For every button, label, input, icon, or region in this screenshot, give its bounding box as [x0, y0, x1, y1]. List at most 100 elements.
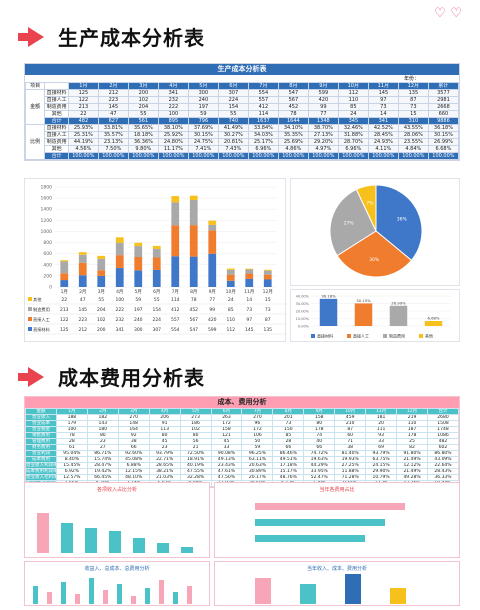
- data-table-value: 110: [226, 317, 235, 323]
- table1-cell: 412: [247, 103, 279, 111]
- table1-cell: 7.50%: [97, 145, 129, 153]
- table1-header-cell: 8月: [277, 82, 309, 90]
- table1-total-cell: 740: [217, 117, 249, 125]
- legend-label: 制造费用: [389, 333, 405, 339]
- table1-total-cell: 100.00%: [277, 152, 309, 160]
- table1-header-cell: 11月: [367, 82, 399, 90]
- table1-cell: 23.13%: [97, 138, 129, 146]
- ratio-bar: [424, 320, 443, 326]
- table1-header-cell: 7月: [247, 82, 279, 90]
- revenue-bar: [103, 590, 108, 604]
- data-table-value: 122: [60, 317, 69, 323]
- table1-cell: 599: [307, 89, 339, 97]
- table1-total-row: 合计 482 627 561 895 796 740 1637 1644 1348 345 341 31…: [26, 117, 460, 125]
- arrow-icon: [28, 366, 44, 387]
- data-table-value: 73: [246, 307, 252, 313]
- annual-cost-panel: 当年收入、成本、费用分析: [214, 561, 460, 606]
- table1-row: 其他 22 47 55 100 59 55 114 78 77 24 14 15 660: [26, 110, 460, 118]
- table1-cell: 43.55%: [397, 124, 429, 132]
- table1-total-row: 合计 100.00% 100.00% 100.00% 100.00% 100.00% 100…: [26, 152, 460, 160]
- table1-cell: 直接人工: [44, 131, 69, 139]
- revenue-cost-chart: [33, 578, 192, 604]
- panel-title: 各项收入占比分析: [96, 487, 137, 493]
- table1-cell: 4.84%: [397, 145, 429, 153]
- table2-cell: 营业收入毛利率: [25, 474, 57, 481]
- table1-cell: 36.36%: [127, 138, 159, 146]
- table1-cell: 102: [127, 96, 159, 104]
- table1-row: 金额 直接材料 125 212 200 341 300 307 554 547 599 112 145 1…: [24, 89, 460, 125]
- table1-header-cell: 项目: [24, 82, 46, 90]
- data-table-label: 直接人工: [33, 316, 50, 323]
- annual-bar: [255, 578, 271, 604]
- table1-cell: 341: [157, 89, 189, 97]
- table1-total-cell: 310: [397, 117, 429, 125]
- table1-cell: 6.96%: [337, 145, 369, 153]
- ratio-bar: [319, 298, 338, 326]
- data-table-value: 24: [228, 297, 234, 303]
- section-title-production: 生产成本分析表: [58, 26, 205, 50]
- y-tick-label: 0: [49, 285, 52, 291]
- data-table-value: 200: [97, 327, 106, 333]
- table1-row: 其他 4.56% 7.50% 9.80% 11.17% 7.41% 7.43% 6.96% 4.…: [26, 145, 460, 153]
- table2-row: 营业成本 179 143 148 91 186 172 96 73 80 210 20 110 1508: [25, 420, 460, 427]
- x-tick-label: 11月: [244, 289, 254, 295]
- stacked-bar-segment: [60, 280, 69, 287]
- table1-cell: 34.10%: [277, 124, 309, 132]
- table1-cell: 110: [337, 96, 369, 104]
- data-table-value: 212: [78, 327, 87, 333]
- pie-slice: [336, 230, 413, 278]
- table1-cell: 112: [337, 89, 369, 97]
- table1-header-cell: 12月: [397, 82, 429, 90]
- data-table-value: 102: [97, 317, 106, 323]
- pie-chart-panel: 36% 30% 27% 7%: [290, 178, 460, 286]
- revenue-bar: [47, 592, 52, 604]
- legend-label: 直接人工: [353, 333, 369, 339]
- legend-swatch: [28, 317, 32, 321]
- table1-cell: 35.57%: [97, 131, 129, 139]
- stacked-bar-segment: [134, 257, 143, 271]
- data-table-value: 73: [265, 307, 271, 313]
- table1-cell: 4.86%: [277, 145, 309, 153]
- table1-cell: 200: [127, 89, 159, 97]
- data-table-value: 341: [115, 327, 124, 333]
- data-table-value: 222: [115, 307, 124, 313]
- table1-total-cell: 895: [157, 117, 189, 125]
- data-table-value: 452: [189, 307, 198, 313]
- table1-cell: 223: [97, 96, 129, 104]
- table1-total-cell: 100.00%: [187, 152, 219, 160]
- y-tick-label: 200: [43, 273, 52, 279]
- income-bar: [109, 531, 121, 553]
- stacked-bar-chart: 0 200 400 600 800 1000 1200 1400 1600 1800 1月 2月 3月 4…: [25, 185, 287, 335]
- income-share-chart: [37, 513, 193, 553]
- data-table-value: 99: [209, 307, 215, 313]
- table1-total-cell: 1637: [247, 117, 279, 125]
- stacked-bar-segment: [152, 257, 161, 270]
- data-table-value: 47: [80, 297, 86, 303]
- ratio-bar-label: 6.68%: [427, 315, 439, 320]
- section-heading-expense: 成本费用分析表: [18, 362, 205, 391]
- stacked-bar-segment: [208, 230, 217, 254]
- table1-cell: 78: [277, 110, 309, 118]
- table1-cell: 3577: [427, 89, 460, 97]
- stacked-bar-segment: [152, 269, 161, 287]
- data-table-value: 557: [171, 317, 180, 323]
- table1-total-cell: 341: [367, 117, 399, 125]
- stacked-bar-segment: [60, 261, 69, 274]
- table1-cell: 204: [127, 103, 159, 111]
- table1-header-cell: 5月: [187, 82, 219, 90]
- data-table-value: 14: [246, 297, 252, 303]
- table2-row: 管理费用 28 23 38 45 56 45 50 28 40 71 33 25 482: [25, 438, 460, 445]
- table1-total-cell: 796: [187, 117, 219, 125]
- x-tick-label: 7月: [172, 289, 179, 295]
- stacked-bar-segment: [60, 273, 69, 281]
- table1-total-cell: 100.00%: [157, 152, 189, 160]
- table1-cell: 547: [277, 89, 309, 97]
- table1-cell: 99: [307, 103, 339, 111]
- table1-cell: 100: [157, 110, 189, 118]
- table1-title: 生产成本分析表: [25, 64, 459, 75]
- table1-total-cell: 1644: [277, 117, 309, 125]
- table1-total-cell: 100.00%: [127, 152, 159, 160]
- stacked-bar-segment: [226, 274, 235, 281]
- x-tick-label: 3月: [98, 289, 105, 295]
- table1-cell: 567: [277, 96, 309, 104]
